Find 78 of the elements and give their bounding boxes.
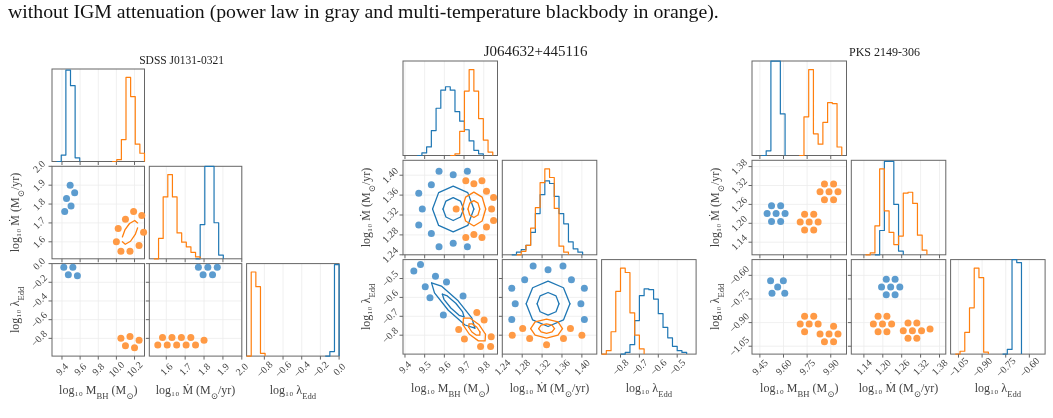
x-tick-label: −0.7 (629, 356, 650, 378)
x-tick-label: −0.75 (993, 355, 1018, 380)
x-tick-label: −0.60 (1017, 355, 1042, 380)
x-tick-label: 1.40 (571, 357, 592, 378)
y-tick-label: 1.26 (728, 194, 750, 215)
x-axis-title: log₁₀ M$_{BH}$ (M$_{⊙}$) (59, 383, 138, 402)
x-tick-label: 1.6 (157, 360, 175, 378)
x-tick-label: 1.9 (214, 360, 232, 378)
y-tick-label: −0.8 (28, 328, 50, 349)
x-tick-label: 1.32 (532, 357, 553, 378)
x-tick-label: 1.28 (512, 357, 533, 378)
y-tick-label: −0.6 (379, 287, 401, 308)
x-tick-label: 10.2 (124, 359, 145, 380)
x-tick-label: 1.36 (551, 357, 573, 378)
x-tick-label: −0.8 (254, 358, 275, 380)
x-axis-title: log₁₀ λ$_{Edd}$ (974, 381, 1022, 400)
x-tick-label: −0.5 (666, 356, 688, 378)
x-tick-label: −0.6 (272, 358, 294, 380)
x-tick-label: 9.45 (749, 357, 770, 378)
x-tick-label: 1.26 (891, 357, 912, 378)
x-tick-label: 0.0 (330, 360, 348, 378)
y-tick-label: 1.32 (379, 204, 401, 226)
y-tick-label: −0.6 (28, 309, 50, 330)
y-tick-label: −0.5 (379, 268, 401, 289)
text: J064632+445116 (483, 43, 588, 59)
y-tick-label: 1.14 (728, 232, 750, 253)
x-tick-label: 9.7 (455, 358, 473, 376)
y-tick-label: −0.2 (28, 271, 50, 293)
y-tick-label: 1.7 (30, 214, 48, 232)
x-tick-label: −0.8 (610, 356, 631, 378)
x-tick-label: 1.7 (176, 360, 194, 378)
x-axis-title: log₁₀ M$_{BH}$ (M$_{⊙}$) (760, 381, 839, 400)
x-tick-label: −0.90 (970, 355, 995, 380)
y-tick-label: 1.20 (728, 213, 750, 234)
y-tick-label: 1.40 (379, 165, 401, 186)
text: without IGM attenuation (power law in gray and multi-temperature blackbody in orange). (8, 0, 719, 23)
x-tick-label: 9.60 (773, 357, 794, 378)
x-tick-label: 9.6 (436, 358, 453, 376)
y-tick-label: 1.8 (30, 195, 48, 213)
x-tick-label: 1.20 (872, 357, 893, 378)
x-tick-label: 10.0 (106, 359, 127, 380)
x-tick-label: −0.4 (291, 358, 313, 380)
x-tick-label: 9.5 (416, 358, 433, 376)
x-tick-label: −0.2 (310, 358, 331, 380)
y-tick-label: 1.32 (728, 175, 750, 196)
x-axis-title: log₁₀ Ṁ (M$_{⊙}$/yr) (155, 383, 236, 402)
y-tick-label: 1.6 (30, 233, 48, 251)
x-tick-label: 1.32 (910, 357, 931, 378)
y-tick-label: 1.9 (30, 176, 48, 194)
y-tick-label: 0.0 (30, 255, 48, 272)
x-tick-label: 9.90 (820, 357, 841, 378)
x-axis-title: log₁₀ Ṁ (M$_{⊙}$/yr) (858, 381, 939, 400)
x-tick-label: 2.0 (233, 360, 251, 378)
y-tick-label: 1.36 (379, 185, 401, 206)
x-tick-label: 9.6 (71, 360, 89, 378)
x-tick-label: 9.8 (89, 360, 107, 378)
x-tick-label: 1.14 (853, 357, 874, 378)
y-tick-label: −0.7 (379, 306, 401, 327)
x-tick-label: 1.24 (492, 357, 513, 378)
y-tick-label: −0.8 (379, 324, 401, 346)
x-axis-title: log₁₀ Ṁ (M$_{⊙}$/yr) (509, 381, 590, 400)
y-tick-label: 1.38 (728, 156, 750, 177)
y-tick-label: 2.0 (30, 157, 48, 175)
x-tick-label: 1.8 (195, 360, 213, 378)
x-tick-label: 9.75 (797, 357, 818, 378)
x-tick-label: 1.38 (929, 357, 950, 378)
x-axis-title: log₁₀ λ$_{Edd}$ (269, 383, 317, 402)
x-axis-title: log₁₀ λ$_{Edd}$ (625, 381, 673, 400)
x-tick-label: 9.4 (396, 358, 414, 376)
text: PKS 2149-306 (849, 45, 921, 59)
x-tick-label: 9.8 (475, 358, 493, 376)
y-tick-label: 1.24 (379, 244, 401, 265)
text: SDSS J0131-0321 (139, 54, 225, 66)
x-axis-title: log₁₀ M$_{BH}$ (M$_{⊙}$) (411, 381, 490, 400)
y-tick-label: 1.28 (379, 224, 401, 245)
x-tick-label: 9.4 (53, 360, 71, 378)
y-tick-label: −0.4 (28, 290, 50, 312)
x-tick-label: −0.6 (648, 356, 669, 378)
